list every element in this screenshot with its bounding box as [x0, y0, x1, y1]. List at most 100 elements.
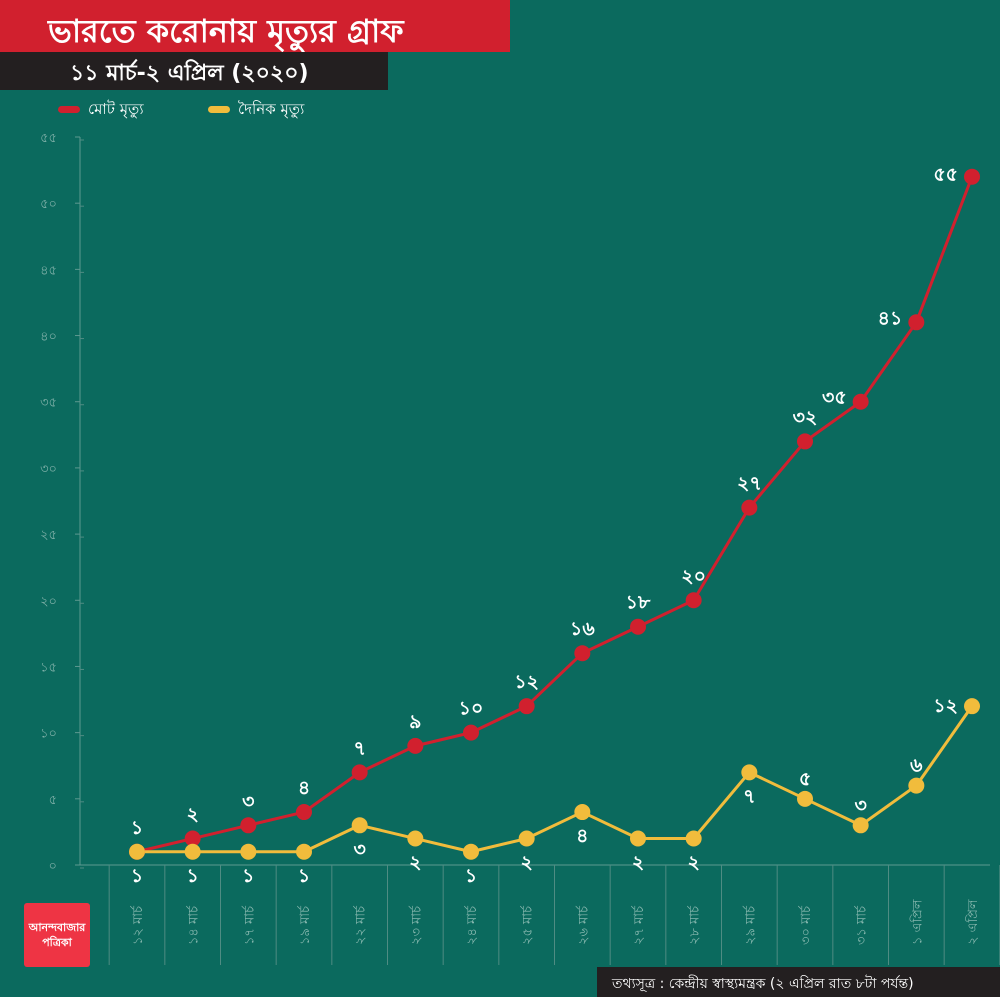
data-label-total: ৩২: [793, 406, 818, 428]
data-point-total: [741, 499, 758, 516]
x-tick-label: ১৭ মার্চ: [241, 905, 257, 945]
data-point-total: [184, 830, 201, 847]
x-tick-label: ১৯ মার্চ: [297, 905, 313, 945]
data-point-daily: [240, 843, 257, 860]
data-point-daily: [685, 830, 702, 847]
y-tick-label: ৩৫: [40, 396, 57, 411]
logo-line-1: আনন্দবাজার: [28, 921, 86, 934]
series-line-daily: [137, 705, 974, 854]
x-tick-label: ২৭ মার্চ: [631, 905, 647, 945]
data-label-daily: ৭: [743, 785, 755, 807]
data-label-total: ২৭: [737, 473, 762, 495]
data-label-total: ১৬: [570, 618, 595, 640]
data-point-daily: [630, 830, 646, 847]
data-label-daily: ৫: [799, 768, 811, 790]
data-point-total: [407, 737, 424, 754]
data-label-total: ৩: [242, 790, 254, 812]
data-label-total: ১: [131, 817, 143, 839]
data-point-total: [463, 724, 479, 741]
data-label-total: ৭: [353, 737, 365, 759]
legend-label-total: মোট মৃত্যু: [88, 100, 144, 118]
series-line-total: [136, 176, 974, 854]
x-tick-label: ২৮ মার্চ: [687, 905, 703, 945]
source-banner: [597, 967, 1000, 997]
chart-subtitle: ১১ মার্চ-২ এপ্রিল (২০২০): [70, 61, 309, 86]
data-point-total: [630, 618, 646, 635]
data-label-daily: ১: [186, 865, 198, 887]
y-tick-label: ৫: [49, 793, 57, 808]
data-point-total: [797, 433, 813, 450]
data-point-daily: [518, 830, 535, 847]
data-label-daily: ১: [465, 865, 477, 887]
data-label-daily: ১: [131, 865, 143, 887]
data-point-daily: [574, 804, 591, 821]
data-label-total: ৩৫: [822, 387, 847, 409]
x-tick-label: ৩১ মার্চ: [854, 905, 870, 945]
x-tick-label: ২২ মার্চ: [353, 905, 369, 945]
x-tick-label: ৩০ মার্চ: [798, 905, 814, 945]
legend-item-daily-deaths: দৈনিক মৃত্যু: [208, 98, 304, 123]
data-label-total: ২০: [681, 565, 706, 587]
data-label-daily: ২: [687, 852, 699, 874]
data-point-daily: [908, 777, 925, 794]
data-point-daily: [852, 817, 869, 834]
data-label-daily: ৬: [910, 755, 923, 777]
x-tick-label: ২৩ মার্চ: [408, 905, 424, 945]
data-label-daily: ১: [298, 865, 310, 887]
data-point-total: [518, 698, 535, 715]
data-label-daily: ১: [242, 865, 254, 887]
data-point-total: [685, 592, 702, 609]
page-title: ভারতে করোনায় মৃত্যুর গ্রাফ: [48, 12, 404, 50]
data-point-daily: [351, 817, 368, 834]
x-tick-label: ২৬ মার্চ: [575, 905, 591, 945]
x-tick-label: ২৫ মার্চ: [520, 905, 536, 945]
y-tick-label: ৫৫: [40, 131, 57, 146]
data-label-total: ১৮: [626, 592, 651, 614]
x-tick-label: ১৪ মার্চ: [186, 905, 202, 945]
legend-item-total-deaths: মোট মৃত্যু: [58, 98, 144, 123]
data-point-daily: [184, 843, 201, 860]
data-point-daily: [463, 843, 479, 860]
data-label-total: ৪১: [878, 307, 903, 329]
data-label-daily: ২: [632, 852, 644, 874]
y-tick-label: ৫০: [40, 197, 57, 212]
x-tick-label: ১ এপ্রিল: [909, 899, 925, 945]
y-tick-label: ৪০: [40, 330, 57, 345]
data-point-daily: [296, 843, 312, 860]
data-point-total: [296, 804, 312, 821]
title-banner: [0, 0, 510, 52]
data-label-total: ৪: [298, 777, 310, 799]
data-label-total: ৯: [409, 711, 421, 733]
y-tick-label: ৩০: [40, 462, 57, 477]
data-point-daily: [797, 790, 813, 807]
x-tick-label: ১২ মার্চ: [130, 905, 146, 945]
publisher-logo: আনন্দবাজার পত্রিকা: [24, 903, 90, 967]
y-tick-label: ২০: [40, 594, 57, 609]
y-tick-label: ০: [49, 859, 57, 874]
data-point-daily: [741, 764, 758, 781]
data-label-total: ১০: [459, 698, 484, 720]
subtitle-banner: [0, 52, 388, 90]
data-label-daily: ৩: [854, 794, 866, 816]
data-point-daily: [129, 843, 145, 860]
data-point-total: [908, 314, 925, 331]
data-label-daily: ১২: [933, 695, 958, 717]
logo-line-2: পত্রিকা: [42, 936, 72, 949]
y-tick-label: ১৫: [40, 660, 57, 675]
legend-swatch-total: [58, 106, 80, 113]
data-label-total: ২: [186, 804, 198, 826]
data-point-daily: [407, 830, 424, 847]
y-tick-label: ৪৫: [40, 263, 57, 278]
data-point-total: [964, 168, 980, 185]
x-tick-label: ২৪ মার্চ: [464, 905, 480, 945]
data-label-daily: ২: [520, 852, 532, 874]
data-label-total: ৫৫: [933, 164, 958, 186]
legend-label-daily: দৈনিক মৃত্যু: [238, 100, 305, 118]
data-label-daily: ৪: [576, 825, 588, 847]
data-label-daily: ২: [409, 852, 421, 874]
data-point-total: [574, 645, 591, 662]
data-source: তথ্যসূত্র : কেন্দ্রীয় স্বাস্থ্যমন্ত্রক …: [612, 976, 914, 992]
data-point-daily: [964, 698, 980, 715]
y-tick-label: ১০: [40, 727, 57, 742]
